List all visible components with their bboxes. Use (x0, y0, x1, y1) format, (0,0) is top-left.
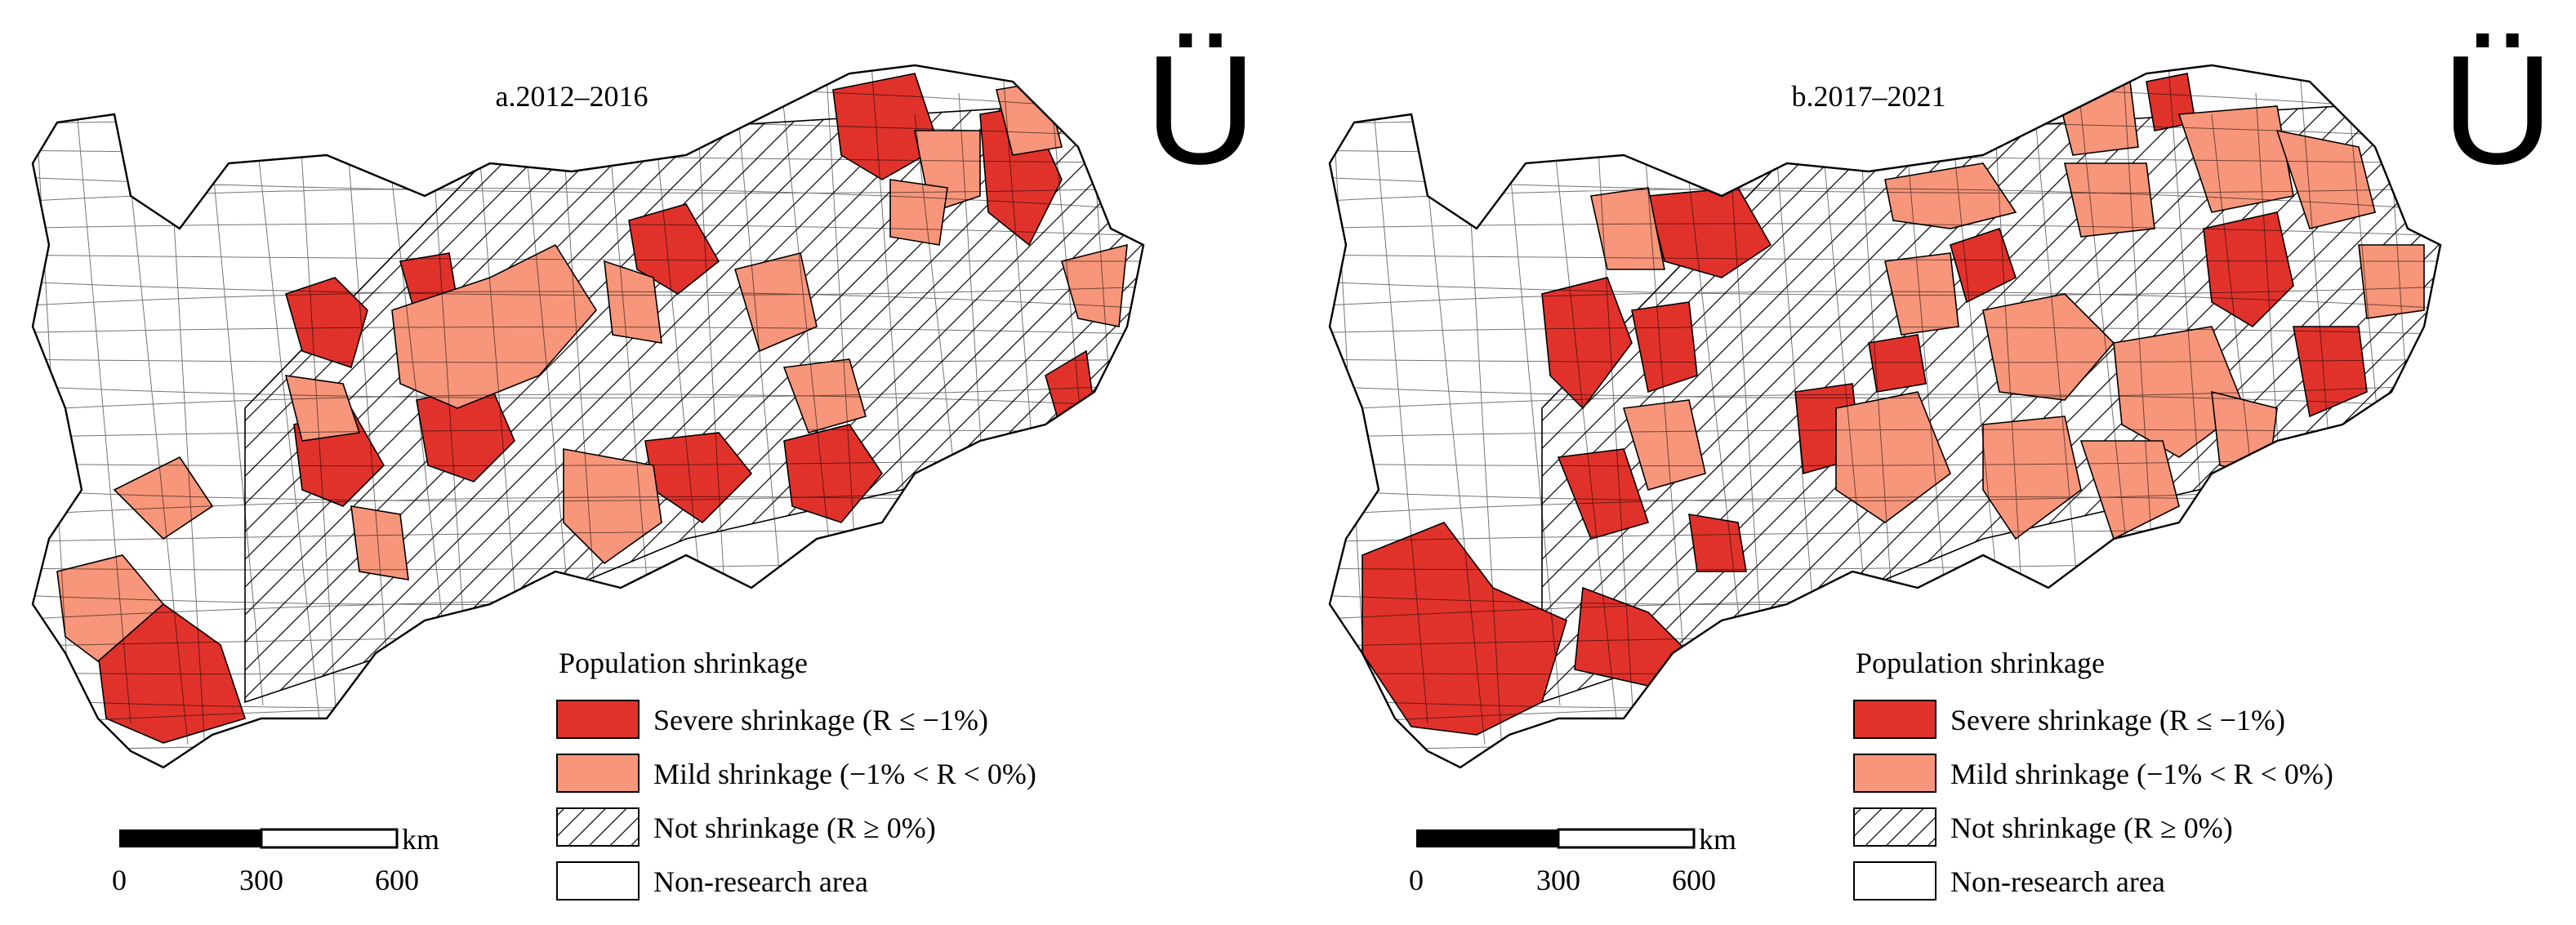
severe-region (1688, 514, 1747, 572)
mild-region (1622, 399, 1706, 491)
scale-label: 300 (239, 864, 283, 896)
legend-swatch (556, 700, 640, 739)
legend-title: Population shrinkage (1856, 647, 2105, 679)
map-outline (31, 64, 1145, 769)
legend-swatch (1853, 861, 1936, 901)
severe-region (2293, 326, 2368, 418)
mild-region (284, 375, 361, 442)
scale-label: 600 (375, 864, 419, 896)
north-arrow: Ü (1144, 24, 1256, 197)
mild-region (604, 260, 662, 344)
mild-region (2064, 162, 2155, 238)
scale-bar-black (119, 829, 261, 847)
north-arrow: Ü (2441, 24, 2553, 197)
legend-label: Mild shrinkage (−1% < R < 0%) (1950, 758, 2333, 790)
legend-title: Population shrinkage (559, 647, 808, 679)
legend-label: Severe shrinkage (R ≤ −1%) (1950, 704, 2285, 736)
legend-label: Non-research area (1950, 865, 2165, 898)
mild-region (1590, 187, 1665, 270)
mild-region (350, 505, 409, 580)
regions (1330, 65, 2440, 767)
scale-label: 600 (1672, 864, 1716, 896)
legend-swatch (1853, 807, 1936, 847)
mild-region (391, 243, 597, 409)
legend-swatch (556, 754, 640, 793)
legend-label: Non-research area (653, 865, 868, 898)
mild-region (2358, 244, 2425, 319)
scale-label: 0 (1409, 864, 1424, 896)
severe-region (1950, 227, 2017, 304)
mild-region (56, 554, 165, 663)
mild-region (889, 179, 948, 246)
panel-title: b.2017–2021 (1792, 80, 1946, 113)
legend-swatch (556, 861, 640, 901)
mild-region (733, 252, 818, 353)
scale-unit: km (402, 823, 439, 856)
scale-bar-white (1557, 828, 1696, 849)
severe-region (832, 73, 940, 180)
mild-region (2079, 440, 2180, 540)
mild-region (2177, 105, 2294, 213)
regions (33, 65, 1143, 767)
severe-region (1362, 522, 1567, 736)
mild-region (1884, 252, 1959, 336)
scale-bar-white (260, 828, 399, 849)
map (31, 64, 1145, 769)
severe-region (628, 203, 720, 295)
scale-bar-black (1416, 829, 1558, 847)
mild-region (1982, 416, 2082, 540)
panel-title: a.2012–2016 (496, 80, 648, 113)
legend-label: Not shrinkage (R ≥ 0%) (1950, 812, 2233, 844)
severe-region (285, 277, 368, 369)
legend-swatch (556, 807, 640, 847)
legend-label: Mild shrinkage (−1% < R < 0%) (653, 758, 1036, 790)
scale-unit: km (1699, 823, 1736, 856)
legend-label: Severe shrinkage (R ≤ −1%) (653, 704, 988, 736)
scale-label: 0 (112, 864, 127, 896)
map-panel: a.2012–2016 Ü Population shrinkage Severe s… (31, 24, 1257, 901)
legend-label: Not shrinkage (R ≥ 0%) (653, 812, 936, 844)
map-outline (1328, 64, 2442, 769)
severe-region (1557, 448, 1650, 540)
severe-region (1541, 277, 1633, 410)
mild-region (563, 448, 662, 565)
severe-region (1631, 301, 1698, 394)
scale-label: 300 (1536, 864, 1580, 896)
legend-swatch (1853, 754, 1936, 793)
severe-region (1868, 334, 1927, 393)
legend-swatch (1853, 700, 1936, 739)
map-panel: b.2017–2021 Ü Population shrinkage Severe s… (1328, 24, 2554, 901)
map (1328, 64, 2442, 769)
mild-region (1884, 162, 2017, 229)
